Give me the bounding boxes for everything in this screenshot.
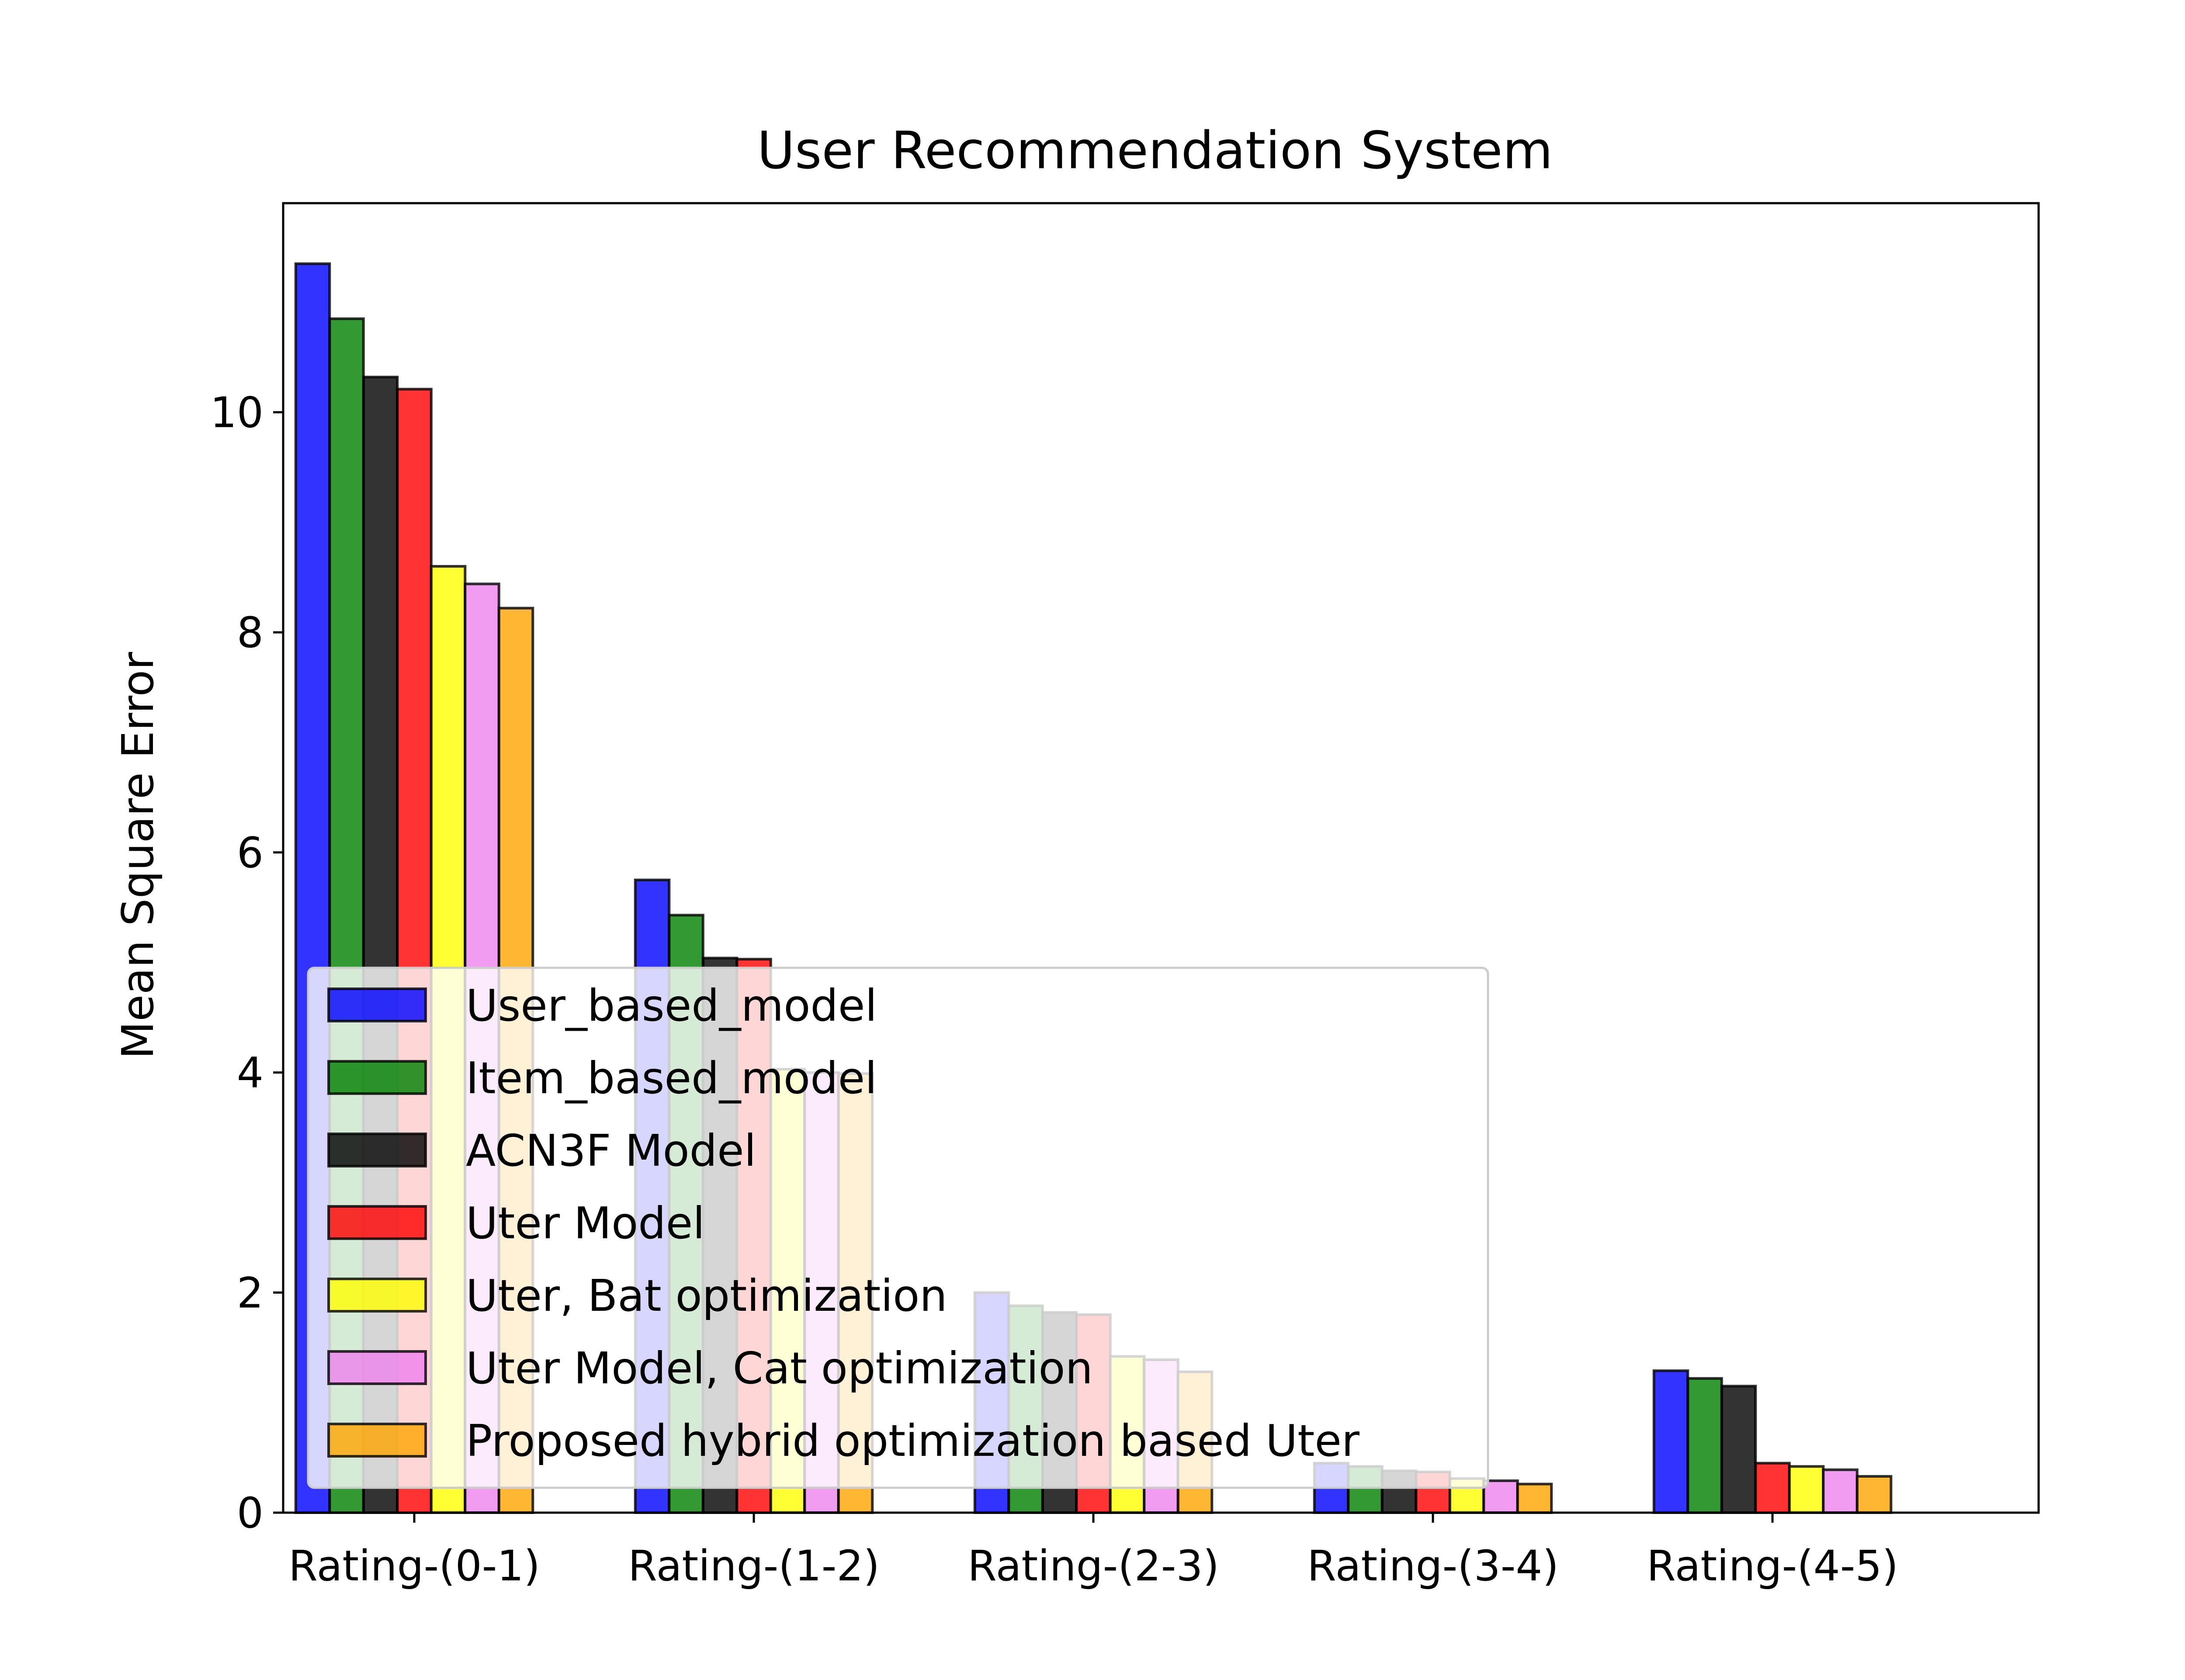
legend-label: Proposed hybrid optimization based Uter (466, 1415, 1360, 1466)
legend-swatch (327, 1350, 427, 1385)
y-tick-label: 0 (237, 1489, 264, 1538)
legend-swatch (327, 1278, 427, 1313)
legend-swatch (327, 1205, 427, 1240)
x-tick-label: Rating-(2-3) (968, 1541, 1219, 1590)
x-tick-label: Rating-(4-5) (1647, 1541, 1898, 1590)
bar (1516, 1483, 1553, 1514)
legend-item: Item_based_model (327, 1053, 877, 1104)
legend-item: ACN3F Model (327, 1125, 756, 1176)
x-tick-label: Rating-(1-2) (628, 1541, 880, 1590)
y-tick-label: 8 (237, 608, 264, 657)
legend-item: Uter, Bat optimization (327, 1270, 947, 1321)
bar (1652, 1369, 1689, 1514)
legend-frame (307, 966, 1489, 1489)
legend-label: Uter Model, Cat optimization (466, 1343, 1093, 1394)
legend-label: ACN3F Model (466, 1125, 756, 1176)
legend-swatch (327, 1060, 427, 1095)
y-axis-label: Mean Square Error (112, 651, 163, 1059)
legend-item: Proposed hybrid optimization based Uter (327, 1415, 1360, 1466)
legend-label: Uter, Bat optimization (466, 1270, 947, 1321)
chart-title: User Recommendation System (757, 120, 1553, 180)
legend-item: User_based_model (327, 980, 877, 1031)
y-tick-label: 4 (237, 1049, 264, 1098)
x-tick-label: Rating-(3-4) (1307, 1541, 1559, 1590)
bar (1686, 1377, 1723, 1514)
legend-item: Uter Model, Cat optimization (327, 1343, 1093, 1394)
legend: User_based_model Item_based_model ACN3F Mo… (307, 966, 1489, 1489)
bar (1788, 1465, 1825, 1514)
bar (1822, 1468, 1859, 1514)
legend-label: User_based_model (466, 980, 877, 1031)
y-tick-label: 10 (210, 388, 264, 437)
bar (1856, 1475, 1893, 1514)
bar (1720, 1385, 1757, 1514)
legend-label: Uter Model (466, 1198, 705, 1249)
legend-swatch (327, 1133, 427, 1167)
legend-label: Item_based_model (466, 1053, 877, 1104)
legend-item: Uter Model (327, 1198, 705, 1249)
bar (1754, 1462, 1791, 1514)
y-tick-label: 2 (237, 1268, 264, 1317)
bar (1482, 1479, 1519, 1514)
legend-swatch (327, 987, 427, 1022)
plot-frame (282, 202, 2040, 1514)
axes-layer: 0 2 4 6 8 10 Rating-(0-1) Rating-(1-2) Rating-(2… (210, 202, 2040, 1590)
y-tick-label: 6 (237, 828, 264, 877)
legend-swatch (327, 1423, 427, 1458)
x-tick-label: Rating-(0-1) (288, 1541, 540, 1590)
